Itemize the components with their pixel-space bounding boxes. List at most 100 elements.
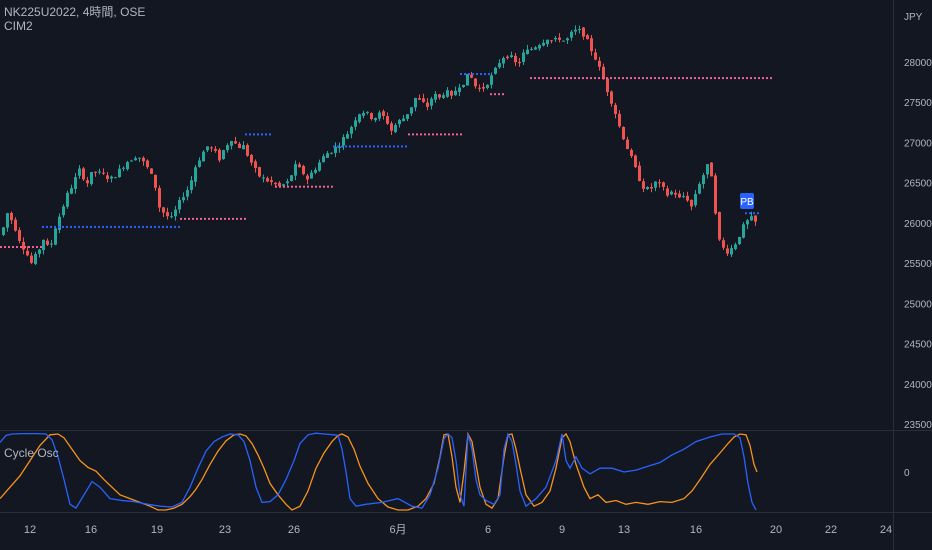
pink-level-dot (650, 77, 652, 80)
blue-level-dot (357, 145, 359, 148)
blue-level-dot (166, 225, 168, 228)
pink-level-dot (502, 93, 504, 96)
pink-level-dot (602, 77, 604, 80)
candle-body (294, 164, 297, 176)
candle-body (590, 38, 593, 52)
time-tick-label: 19 (151, 524, 163, 536)
price-tick-label: 26000 (904, 219, 932, 230)
pink-level-dot (307, 185, 309, 188)
blue-level-dot (90, 225, 92, 228)
pink-level-dot (754, 77, 756, 80)
candle-body (330, 152, 333, 154)
pink-level-dot (228, 217, 230, 220)
candle-body (118, 168, 121, 178)
blue-level-dot (401, 145, 403, 148)
candle-body (210, 147, 213, 149)
pink-level-dot (440, 133, 442, 136)
pink-level-dot (303, 185, 305, 188)
candle-body (62, 206, 65, 216)
candle-body (282, 184, 285, 186)
time-tick-label: 20 (770, 524, 782, 536)
pink-level-dot (618, 77, 620, 80)
candle-body (110, 176, 113, 179)
time-tick-label: 9 (559, 524, 565, 536)
candle-body (206, 146, 209, 151)
candle-body (730, 248, 733, 255)
price-tick-label: 23500 (904, 420, 932, 431)
candle-body (374, 117, 377, 121)
candle-body (318, 162, 321, 171)
pink-level-dot (594, 77, 596, 80)
candle-body (694, 193, 697, 206)
candle-body (542, 42, 545, 46)
candle-body (82, 168, 85, 180)
candle-body (382, 111, 385, 117)
candle-body (574, 29, 577, 32)
candle-body (458, 87, 461, 92)
candle-body (650, 186, 653, 189)
pink-level-dot (542, 77, 544, 80)
pink-level-dot (291, 185, 293, 188)
candle-body (106, 175, 109, 179)
time-tick-label: 12 (24, 524, 36, 536)
candle-body (494, 67, 497, 74)
candle-body (602, 66, 605, 80)
candle-body (550, 40, 553, 42)
candle-body (146, 160, 149, 168)
candle-body (434, 93, 437, 100)
pink-level-dot (574, 77, 576, 80)
candle-body (674, 192, 677, 195)
candle-body (202, 151, 205, 162)
candle-body (658, 182, 661, 184)
candle-body (86, 180, 89, 184)
candle-body (586, 35, 589, 40)
candle-body (618, 113, 621, 127)
candle-body (474, 78, 477, 87)
pink-level-dot (452, 133, 454, 136)
blue-level-dot (138, 225, 140, 228)
candle-body (126, 162, 129, 170)
candle-body (418, 98, 421, 100)
candle-body (526, 49, 529, 55)
candle-body (426, 102, 429, 107)
candle-body (670, 191, 673, 195)
pink-level-dot (746, 77, 748, 80)
pink-level-dot (734, 77, 736, 80)
candle-body (442, 95, 445, 98)
pink-level-dot (750, 77, 752, 80)
candle-body (230, 141, 233, 146)
candle-body (358, 114, 361, 122)
candle-body (182, 197, 185, 201)
pink-level-dot (428, 133, 430, 136)
pink-level-dot (666, 77, 668, 80)
pink-level-dot (16, 246, 18, 249)
pink-level-dot (606, 77, 608, 80)
time-tick-label: 22 (825, 524, 837, 536)
candle-body (578, 29, 581, 31)
price-tick-label: 25000 (904, 299, 932, 310)
candle-body (2, 227, 5, 235)
candle-body (654, 181, 657, 188)
pink-level-dot (323, 185, 325, 188)
pink-level-dot (494, 93, 496, 96)
candle-body (438, 94, 441, 98)
pink-level-dot (550, 77, 552, 80)
pink-level-dot (558, 77, 560, 80)
pink-level-dot (654, 77, 656, 80)
pink-level-dot (590, 77, 592, 80)
pink-level-dot (204, 217, 206, 220)
pink-level-dot (283, 185, 285, 188)
candle-body (142, 157, 145, 162)
candle-body (558, 37, 561, 40)
pink-level-dot (610, 77, 612, 80)
blue-level-dot (468, 73, 470, 76)
candle-body (98, 171, 101, 173)
blue-level-dot (757, 212, 759, 215)
candle-body (274, 182, 277, 185)
pink-level-dot (184, 217, 186, 220)
candle-body (310, 172, 313, 179)
candle-body (634, 155, 637, 168)
candle-body (402, 118, 405, 122)
cycle-oscillator (0, 431, 758, 511)
